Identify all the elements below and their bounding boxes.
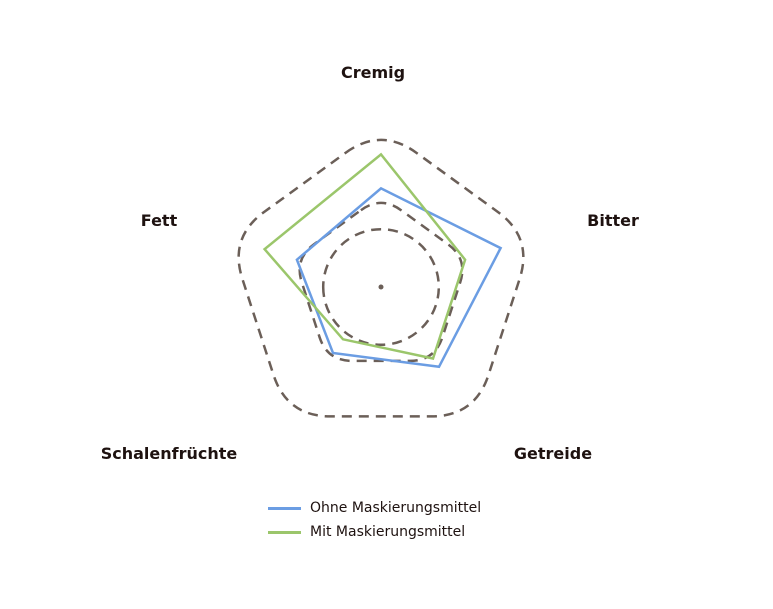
series-polygon-1 [295,186,503,369]
legend: Ohne Maskierungsmittel Mit Maskierungsmi… [268,496,481,544]
axis-label-4: Schalenfrüchte [101,444,238,463]
axis-label-2: Bitter [587,211,639,230]
legend-item-mit: Mit Maskierungsmittel [268,520,481,544]
legend-swatch-ohne [268,506,301,510]
series-polygon-2 [262,152,467,360]
legend-label-ohne: Ohne Maskierungsmittel [310,500,482,516]
axis-label-1: Cremig [341,63,405,82]
series-layer [262,152,503,369]
legend-item-ohne: Ohne Maskierungsmittel [268,496,481,520]
axis-labels: Cremig Bitter Getreide Schalenfrüchte Fett [101,63,639,463]
axis-label-5: Fett [141,211,178,230]
center-dot [378,284,384,290]
legend-swatch-mit [268,530,301,534]
grid-ring-1 [321,228,441,346]
grid-rings [237,138,525,418]
legend-label-mit: Mit Maskierungsmittel [310,524,466,540]
grid-ring-3 [237,138,525,418]
axis-label-3: Getreide [514,444,592,463]
